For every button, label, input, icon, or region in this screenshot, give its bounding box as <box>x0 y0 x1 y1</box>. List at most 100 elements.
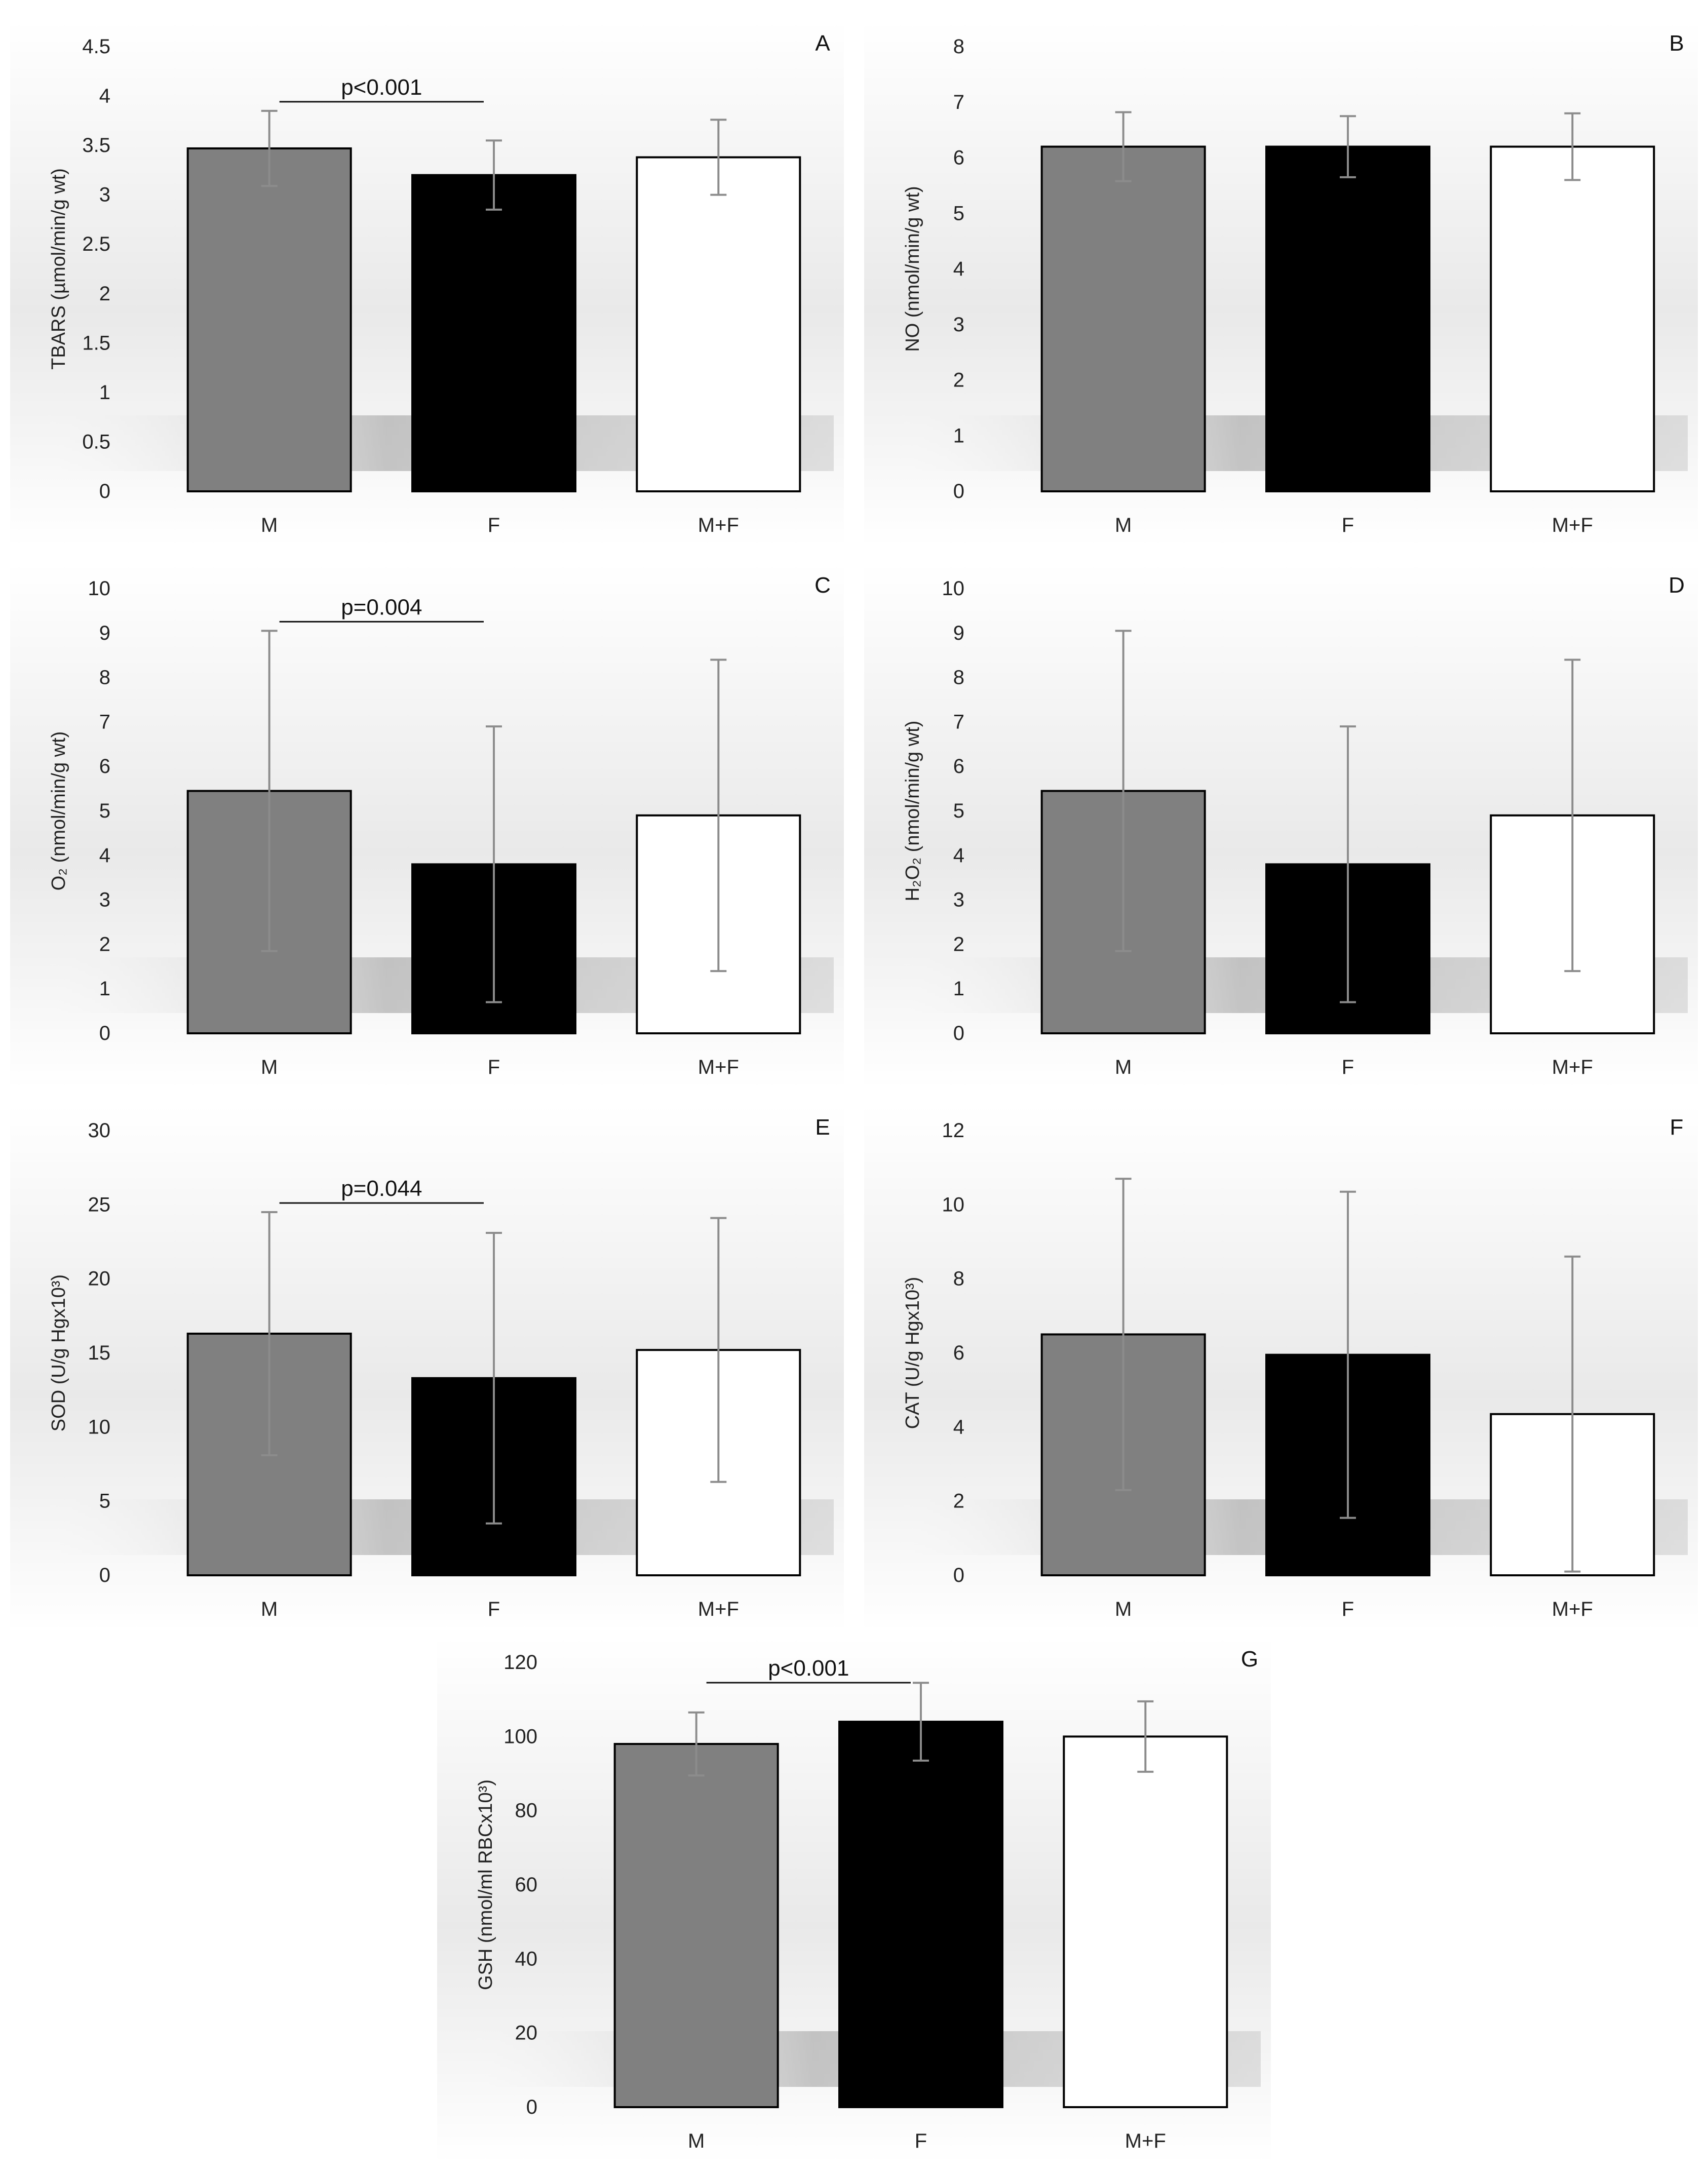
chart-panel-c: 0 1 2 3 4 5 6 7 8 9 10 O₂ (nmol/min/g wt) C M F M+F p=0.… <box>0 562 854 1089</box>
chart-g-error-bar-m <box>688 1711 705 1777</box>
chart-a-xtick-label-m: M <box>261 514 278 536</box>
chart-a-ytick-label: 1.5 <box>82 332 110 354</box>
chart-e-ytick-label: 10 <box>88 1416 111 1438</box>
chart-b-ytick-label: 2 <box>953 369 964 392</box>
chart-e-error-bar-f <box>486 1231 502 1525</box>
chart-d-error-bar-m <box>1115 630 1132 952</box>
chart-a-panel-letter: A <box>815 31 830 56</box>
chart-e-ytick-label: 25 <box>88 1193 111 1216</box>
chart-g-xtick-label-m: M <box>688 2130 705 2152</box>
chart-c-ytick-label: 5 <box>99 800 110 822</box>
chart-e-xtick-label-f: F <box>488 1598 500 1620</box>
chart-g-ytick-label: 20 <box>515 2022 538 2044</box>
chart-f-xtick-label-f: F <box>1342 1598 1354 1620</box>
chart-e-error-bar-m <box>261 1211 278 1456</box>
chart-a-ytick-label: 4 <box>99 85 110 107</box>
chart-g-ytick-label: 120 <box>503 1651 537 1674</box>
chart-b-bar-f <box>1265 145 1430 493</box>
chart-d-ytick-label: 4 <box>953 844 964 867</box>
chart-panel-e: 0 5 10 15 20 25 30 SOD (U/g Hgx10³) E M F M+F p=0.04… <box>0 1104 854 1631</box>
chart-b-svg: 0 1 2 3 4 5 6 7 8 NO (nmol/min/g wt) B M F M+F <box>864 20 1698 547</box>
chart-g-ytick-label: 60 <box>515 1874 538 1896</box>
chart-a-bar-m <box>186 147 352 493</box>
chart-e-error-bar-m-plus-f <box>710 1217 727 1483</box>
chart-e-xtick-label-m-plus-f: M+F <box>698 1598 739 1620</box>
chart-c-xtick-label-f: F <box>488 1056 500 1078</box>
chart-c-ytick-label: 1 <box>99 978 110 1000</box>
chart-a-error-bar-f <box>486 139 502 211</box>
chart-a-bar-f <box>411 174 576 492</box>
chart-c-ytick-label: 9 <box>99 622 110 644</box>
chart-a-ytick-label: 0 <box>99 480 110 502</box>
chart-d-ytick-label: 6 <box>953 755 964 778</box>
chart-c-xtick-label-m-plus-f: M+F <box>698 1056 739 1078</box>
chart-d-ytick-label: 5 <box>953 800 964 822</box>
chart-d-xtick-label-m-plus-f: M+F <box>1552 1056 1593 1078</box>
chart-panel-d: 0 1 2 3 4 5 6 7 8 9 10 H₂O₂ (nmol/min/g wt) D M F M+F <box>854 562 1708 1089</box>
chart-g-svg: 0 20 40 60 80 100 120 GSH (nmol/ml RBCx10³) G M F M… <box>437 1636 1271 2163</box>
chart-a-ytick-label: 0.5 <box>82 431 110 453</box>
chart-g-significance-label: p<0.001 <box>768 1656 849 1681</box>
chart-c-ytick-label: 10 <box>88 577 111 600</box>
chart-e-ylabel: SOD (U/g Hgx10³) <box>48 1274 69 1431</box>
chart-e-ytick-label: 5 <box>99 1490 110 1512</box>
chart-g-ytick-label: 80 <box>515 1800 538 1822</box>
chart-b-ylabel: NO (nmol/min/g wt) <box>902 186 923 352</box>
chart-b-ytick-label: 5 <box>953 202 964 224</box>
chart-f-panel-letter: F <box>1670 1115 1684 1140</box>
chart-g-bar-f <box>838 1721 1003 2109</box>
chart-a-xtick-label-f: F <box>488 514 500 536</box>
chart-g-bar-m-plus-f <box>1063 1735 1228 2109</box>
chart-b-ytick-label: 7 <box>953 91 964 113</box>
chart-b-xtick-label-m: M <box>1115 514 1132 536</box>
chart-e-ytick-label: 30 <box>88 1119 111 1142</box>
chart-d-ytick-label: 1 <box>953 978 964 1000</box>
chart-panel-g: 0 20 40 60 80 100 120 GSH (nmol/ml RBCx10³) G M F M… <box>427 1636 1281 2163</box>
chart-a-error-bar-m <box>261 109 278 187</box>
chart-b-xtick-label-f: F <box>1342 514 1354 536</box>
chart-a-ytick-label: 2.5 <box>82 233 110 255</box>
chart-c-ytick-label: 6 <box>99 755 110 778</box>
chart-f-ytick-label: 6 <box>953 1342 964 1364</box>
chart-c-xtick-label-m: M <box>261 1056 278 1078</box>
chart-g-xtick-label-f: F <box>915 2130 927 2152</box>
chart-b-ytick-label: 0 <box>953 480 964 502</box>
chart-a-ytick-label: 1 <box>99 381 110 404</box>
chart-d-ytick-label: 10 <box>942 577 965 600</box>
chart-b-bar-m-plus-f <box>1490 145 1655 493</box>
chart-a-ytick-label: 4.5 <box>82 35 110 58</box>
chart-g-ytick-label: 100 <box>503 1725 537 1748</box>
chart-f-ytick-label: 4 <box>953 1416 964 1438</box>
chart-c-ytick-label: 4 <box>99 844 110 867</box>
chart-e-ytick-label: 0 <box>99 1564 110 1586</box>
chart-e-significance-label: p=0.044 <box>341 1176 422 1201</box>
chart-f-ytick-label: 2 <box>953 1490 964 1512</box>
chart-b-error-bar-m-plus-f <box>1564 112 1581 181</box>
chart-d-ytick-label: 2 <box>953 933 964 955</box>
chart-a-ytick-label: 2 <box>99 283 110 305</box>
chart-c-svg: 0 1 2 3 4 5 6 7 8 9 10 O₂ (nmol/min/g wt) C M F M+F p=0.… <box>10 562 844 1089</box>
chart-c-error-bar-m-plus-f <box>710 658 727 973</box>
chart-a-xtick-label-m-plus-f: M+F <box>698 514 739 536</box>
chart-d-ytick-label: 3 <box>953 889 964 911</box>
chart-g-bar-m <box>613 1742 779 2108</box>
chart-f-ytick-label: 0 <box>953 1564 964 1586</box>
chart-f-error-bar-m <box>1115 1178 1132 1491</box>
chart-c-ylabel: O₂ (nmol/min/g wt) <box>48 731 69 891</box>
chart-g-xtick-label-m-plus-f: M+F <box>1125 2130 1166 2152</box>
chart-f-error-bar-f <box>1340 1190 1356 1519</box>
chart-f-ytick-label: 10 <box>942 1193 965 1216</box>
chart-f-xtick-label-m: M <box>1115 1598 1132 1620</box>
chart-g-ytick-label: 40 <box>515 1948 538 1970</box>
chart-a-bar-m-plus-f <box>636 156 801 493</box>
chart-panel-b: 0 1 2 3 4 5 6 7 8 NO (nmol/min/g wt) B M F M+F <box>854 20 1708 547</box>
chart-a-ylabel: TBARS (µmol/min/g wt) <box>48 168 69 370</box>
chart-g-error-bar-m-plus-f <box>1137 1700 1154 1773</box>
chart-panel-a: 0 0.5 1 1.5 2 2.5 3 3.5 4 4.5 TBARS (µmol/min/g wt… <box>0 20 854 547</box>
chart-c-ytick-label: 7 <box>99 711 110 733</box>
chart-b-ytick-label: 8 <box>953 35 964 58</box>
chart-d-error-bar-f <box>1340 725 1356 1003</box>
chart-d-svg: 0 1 2 3 4 5 6 7 8 9 10 H₂O₂ (nmol/min/g wt) D M F M+F <box>864 562 1698 1089</box>
chart-f-ytick-label: 8 <box>953 1268 964 1290</box>
chart-a-error-bar-m-plus-f <box>710 119 727 196</box>
